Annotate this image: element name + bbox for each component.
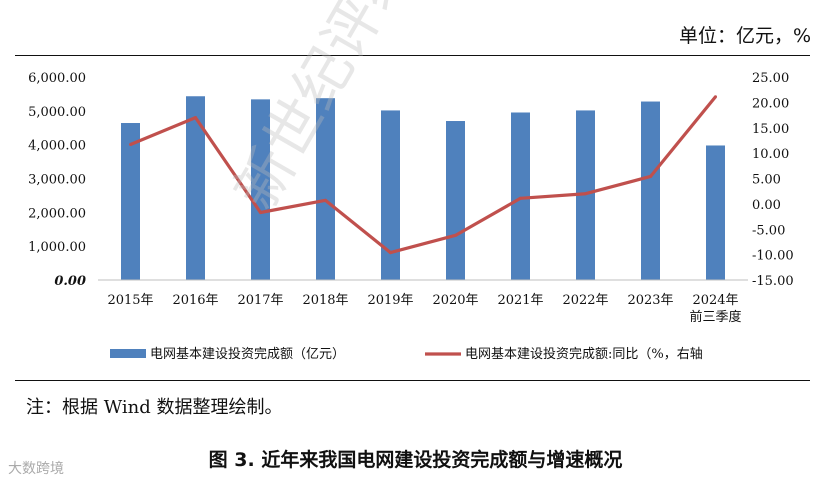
figure-caption: 图 3. 近年来我国电网建设投资完成额与增速概况	[208, 449, 623, 471]
bar-series	[121, 96, 725, 281]
x-tick-label: 2019年	[367, 293, 413, 308]
x-tick-label: 前三季度	[689, 309, 741, 325]
x-tick-label: 2023年	[627, 293, 673, 308]
bar	[121, 123, 140, 280]
line-point	[129, 142, 132, 146]
left-tick-label: 1,000.00	[28, 240, 86, 255]
source-note: 注：根据 Wind 数据整理绘制。	[26, 397, 283, 418]
bar	[706, 145, 725, 280]
left-tick-label: 4,000.00	[28, 139, 86, 154]
bar	[186, 96, 205, 281]
chart: 0.00 1,000.00 2,000.00 3,000.00 4,000.00 5,00…	[28, 71, 794, 362]
bar	[381, 110, 400, 280]
left-tick-label: 6,000.00	[28, 71, 86, 86]
line-point	[454, 233, 457, 237]
x-tick-label: 2021年	[497, 293, 543, 308]
bar	[511, 112, 530, 280]
line-point	[584, 192, 587, 196]
x-tick-label: 2015年	[107, 293, 153, 308]
x-tick-label: 2020年	[432, 293, 478, 308]
legend: 电网基本建设投资完成额（亿元） 电网基本建设投资完成额:同比（%，右轴	[110, 346, 703, 362]
line-point	[259, 211, 262, 215]
line-point	[519, 196, 522, 200]
line-point	[324, 198, 327, 202]
bar	[641, 101, 660, 280]
growth-line	[129, 95, 717, 255]
right-tick-label: -10.00	[752, 249, 794, 264]
right-tick-label: 25.00	[752, 71, 789, 86]
legend-label-line: 电网基本建设投资完成额:同比（%，右轴	[465, 346, 703, 362]
line-point	[389, 251, 392, 255]
right-tick-label: 20.00	[752, 96, 789, 111]
left-tick-label: 0.00	[54, 274, 86, 289]
x-tick-label: 2024年	[692, 293, 738, 308]
bottom-rule	[15, 380, 810, 381]
x-tick-label: 2017年	[237, 293, 283, 308]
right-tick-label: 10.00	[752, 147, 789, 162]
right-tick-label: 15.00	[752, 122, 789, 137]
left-tick-label: 5,000.00	[28, 105, 86, 120]
bar	[316, 98, 335, 281]
unit-label: 单位：亿元，%	[678, 25, 811, 47]
x-tick-label: 2018年	[302, 293, 348, 308]
right-tick-label: 5.00	[752, 173, 781, 188]
left-tick-label: 3,000.00	[28, 173, 86, 188]
bar	[251, 99, 270, 280]
left-axis: 0.00 1,000.00 2,000.00 3,000.00 4,000.00 5,00…	[28, 71, 86, 289]
line-point	[194, 116, 197, 120]
line-point	[714, 95, 717, 99]
left-tick-label: 2,000.00	[28, 206, 86, 221]
bar	[446, 121, 465, 280]
top-rule	[15, 55, 810, 56]
legend-swatch-bar	[110, 349, 146, 358]
right-axis: -15.00 -10.00 -5.00 0.00 5.00 10.00 15.00 20.00…	[752, 71, 794, 289]
right-tick-label: -15.00	[752, 274, 794, 289]
right-tick-label: 0.00	[752, 198, 781, 213]
line-point	[649, 174, 652, 178]
line-series	[129, 95, 717, 255]
right-tick-label: -5.00	[752, 223, 785, 238]
corner-watermark: 大数跨境	[8, 461, 64, 477]
x-axis-labels: 2015年 2016年 2017年 2018年 2019年 2020年 2021年 2022年…	[107, 293, 741, 325]
x-tick-label: 2016年	[172, 293, 218, 308]
legend-label-bar: 电网基本建设投资完成额（亿元）	[150, 346, 345, 362]
x-tick-label: 2022年	[562, 293, 608, 308]
